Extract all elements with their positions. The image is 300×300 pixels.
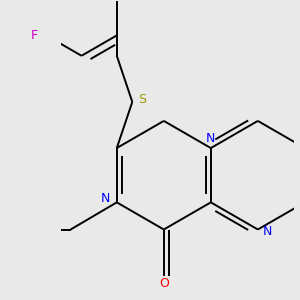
Text: N: N (100, 192, 110, 205)
Text: N: N (263, 225, 272, 238)
Text: N: N (206, 132, 215, 145)
Text: S: S (138, 94, 146, 106)
Text: O: O (159, 277, 169, 290)
Text: F: F (31, 29, 38, 42)
